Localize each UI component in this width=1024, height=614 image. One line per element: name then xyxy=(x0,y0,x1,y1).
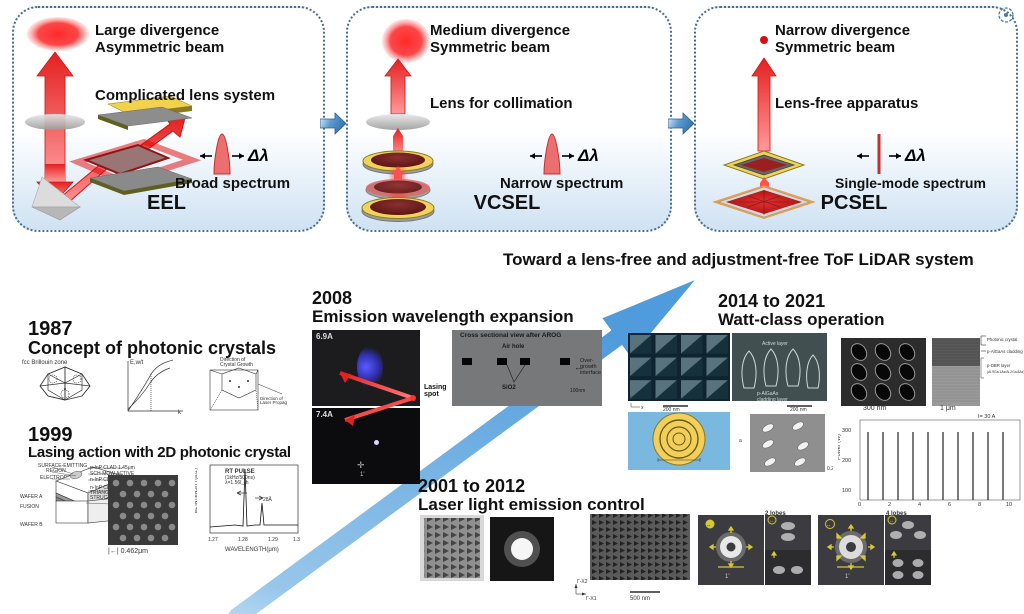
svg-text:1.3: 1.3 xyxy=(293,537,300,543)
svg-text:WAFER A: WAFER A xyxy=(20,494,43,500)
svg-text:28Å: 28Å xyxy=(263,496,273,503)
svg-text:200 nm: 200 nm xyxy=(790,407,807,411)
svg-text:Laser Propagation: Laser Propagation xyxy=(260,400,287,405)
svg-text:I= 30 A: I= 30 A xyxy=(978,414,996,420)
svg-text:fcc Brillouin zone: fcc Brillouin zone xyxy=(22,360,68,366)
svg-text:500 nm: 500 nm xyxy=(630,596,650,602)
svg-text:10: 10 xyxy=(1006,502,1012,507)
svg-text:FUSION: FUSION xyxy=(20,504,39,510)
svg-text:0.259a: 0.259a xyxy=(768,412,784,414)
svg-text:REGION: REGION xyxy=(46,468,66,474)
svg-text:x: x xyxy=(641,405,644,411)
svg-text:EL INTENSITY(a.u.): EL INTENSITY(a.u.) xyxy=(195,468,199,513)
svg-text:300: 300 xyxy=(842,428,851,434)
svg-text:a: a xyxy=(739,438,742,444)
svg-text:0.25a: 0.25a xyxy=(827,466,833,472)
svg-text:Power (W): Power (W) xyxy=(838,434,842,460)
svg-text:4: 4 xyxy=(918,502,921,507)
svg-text:WAFER B: WAFER B xyxy=(20,522,43,528)
svg-text:6: 6 xyxy=(948,502,951,507)
svg-text:(Al.9Ga.1As/Al.2Ga.8As): (Al.9Ga.1As/Al.2Ga.8As) xyxy=(987,370,1024,374)
svg-text:↔: ↔ xyxy=(769,518,774,524)
svg-text:1.27: 1.27 xyxy=(208,537,218,543)
svg-text:0: 0 xyxy=(858,502,861,507)
svg-text:1.28: 1.28 xyxy=(238,537,248,543)
svg-text:Γ-X2: Γ-X2 xyxy=(577,579,588,585)
svg-text:200: 200 xyxy=(842,458,851,464)
svg-text:100: 100 xyxy=(842,488,851,494)
svg-text:p-AlGaAs cladding: p-AlGaAs cladding xyxy=(987,349,1023,354)
svg-text:Crystal Growth: Crystal Growth xyxy=(220,362,253,368)
svg-text:1': 1' xyxy=(845,574,849,580)
svg-text:Γ-X1: Γ-X1 xyxy=(586,596,597,602)
svg-text:WAVELENGTH(μm): WAVELENGTH(μm) xyxy=(225,547,279,553)
svg-text:1.29: 1.29 xyxy=(268,537,278,543)
svg-text:↔: ↔ xyxy=(889,518,894,524)
svg-text:200 nm: 200 nm xyxy=(663,407,680,411)
svg-text:Photonic crystal: Photonic crystal xyxy=(987,337,1017,342)
svg-text:2: 2 xyxy=(888,502,891,507)
svg-text:cladding layer: cladding layer xyxy=(757,397,788,403)
svg-text:λ=1.56I_th: λ=1.56I_th xyxy=(225,480,249,486)
svg-text:↔: ↔ xyxy=(706,523,712,529)
svg-text:E,w/t: E,w/t xyxy=(130,360,144,366)
svg-text:Active layer: Active layer xyxy=(762,341,788,347)
svg-text:1': 1' xyxy=(725,574,729,580)
svg-text:↔: ↔ xyxy=(826,523,832,529)
svg-text:p-DBR layer: p-DBR layer xyxy=(987,363,1011,368)
svg-text:8: 8 xyxy=(978,502,981,507)
